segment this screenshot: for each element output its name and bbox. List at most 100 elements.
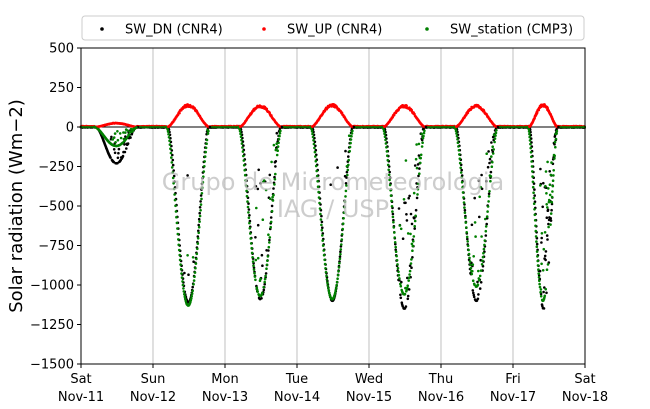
legend-marker (262, 27, 266, 31)
sw-station-point (256, 256, 260, 260)
sw-station-point (489, 175, 493, 178)
sw-dn-point (463, 208, 467, 212)
sw-station-point (393, 236, 397, 239)
sw-station-point (421, 136, 425, 140)
sw-dn-point (549, 217, 552, 220)
sw-station-point (312, 142, 316, 146)
sw-station-point (415, 166, 419, 170)
sw-station-point (113, 132, 117, 135)
sw-station-point (112, 136, 116, 139)
sw-station-point (174, 210, 178, 213)
sw-station-point (490, 165, 494, 168)
sw-station-point (491, 160, 494, 164)
sw-station-point (539, 184, 542, 187)
sw-station-point (550, 195, 554, 199)
sw-station-point (481, 259, 484, 263)
sw-station-point (485, 215, 489, 218)
sw-station-point (549, 173, 553, 177)
sw-station-point (409, 232, 412, 236)
sw-dn-point (321, 232, 325, 235)
sw-station-point (247, 216, 251, 220)
sw-station-point (266, 259, 269, 263)
sw-station-point (250, 251, 254, 255)
sw-dn-point (261, 264, 264, 268)
sw-station-point (547, 225, 550, 229)
sw-station-point (319, 212, 322, 216)
sw-station-point (205, 142, 208, 145)
sw-dn-point (424, 125, 428, 129)
sw-up-point (546, 106, 549, 110)
sw-station-point (465, 235, 469, 239)
sw-station-point (263, 280, 267, 284)
sw-dn-point (486, 165, 490, 169)
sw-dn-point (273, 175, 276, 179)
watermark-line-2: IAG / USP (277, 195, 389, 223)
sw-station-point (539, 294, 543, 298)
sw-station-point (245, 194, 249, 198)
sw-dn-point (129, 136, 132, 139)
sw-dn-point (263, 282, 267, 286)
sw-station-point (349, 141, 352, 145)
sw-station-point (321, 244, 325, 247)
sw-station-point (553, 154, 556, 158)
sw-station-point (386, 158, 390, 162)
sw-station-point (494, 134, 497, 137)
sw-station-point (528, 139, 532, 142)
sw-station-point (311, 132, 314, 136)
sw-station-point (341, 222, 345, 225)
sw-station-point (546, 160, 549, 164)
sw-dn-point (413, 216, 416, 220)
sw-station-point (198, 214, 202, 218)
sw-station-point (202, 170, 206, 173)
sw-station-point (387, 173, 391, 177)
sw-station-point (169, 147, 172, 150)
sw-station-point (176, 232, 180, 236)
sw-station-point (169, 151, 173, 155)
sw-dn-point (404, 201, 407, 205)
sw-station-point (417, 142, 421, 146)
sw-dn-point (544, 250, 548, 253)
sw-station-point (196, 247, 199, 251)
sw-station-point (244, 184, 248, 187)
legend: SW_DN (CNR4) SW_UP (CNR4) SW_station (CMP3… (81, 15, 585, 41)
sw-dn-point (408, 194, 411, 198)
sw-station-point (530, 160, 533, 163)
sw-dn-point (485, 222, 489, 226)
sw-station-point (239, 132, 242, 136)
sw-station-point (394, 245, 398, 249)
sw-station-point (314, 164, 318, 168)
sw-station-point (344, 195, 347, 198)
sw-station-point (253, 271, 256, 275)
sw-station-point (419, 153, 423, 157)
sw-station-point (340, 238, 344, 241)
sw-station-point (554, 137, 558, 141)
sw-station-point (334, 291, 337, 294)
sw-station-point (346, 168, 350, 172)
sw-dn-point (539, 167, 542, 171)
sw-station-point (170, 166, 174, 169)
sw-station-point (490, 155, 493, 158)
sw-station-point (180, 276, 184, 279)
sw-station-point (492, 148, 496, 151)
sw-station-point (531, 175, 534, 178)
sw-station-point (528, 132, 531, 136)
sw-dn-point (347, 155, 350, 158)
sw-station-point (314, 159, 318, 163)
sw-dn-point (121, 154, 125, 158)
sw-station-point (334, 288, 338, 292)
sw-station-point (545, 192, 548, 195)
sw-station-point (547, 187, 550, 190)
sw-dn-point (112, 148, 116, 151)
sw-dn-point (466, 237, 469, 241)
sw-station-point (269, 225, 273, 229)
sw-station-point (491, 152, 495, 155)
sw-station-point (201, 180, 205, 184)
sw-station-point (181, 280, 184, 283)
sw-station-point (351, 129, 354, 133)
sw-station-point (482, 251, 485, 255)
sw-station-point (197, 231, 200, 235)
sw-station-point (487, 200, 490, 203)
y-tick-label: −1500 (30, 358, 74, 373)
sw-station-point (420, 145, 424, 148)
sw-station-point (399, 282, 402, 286)
